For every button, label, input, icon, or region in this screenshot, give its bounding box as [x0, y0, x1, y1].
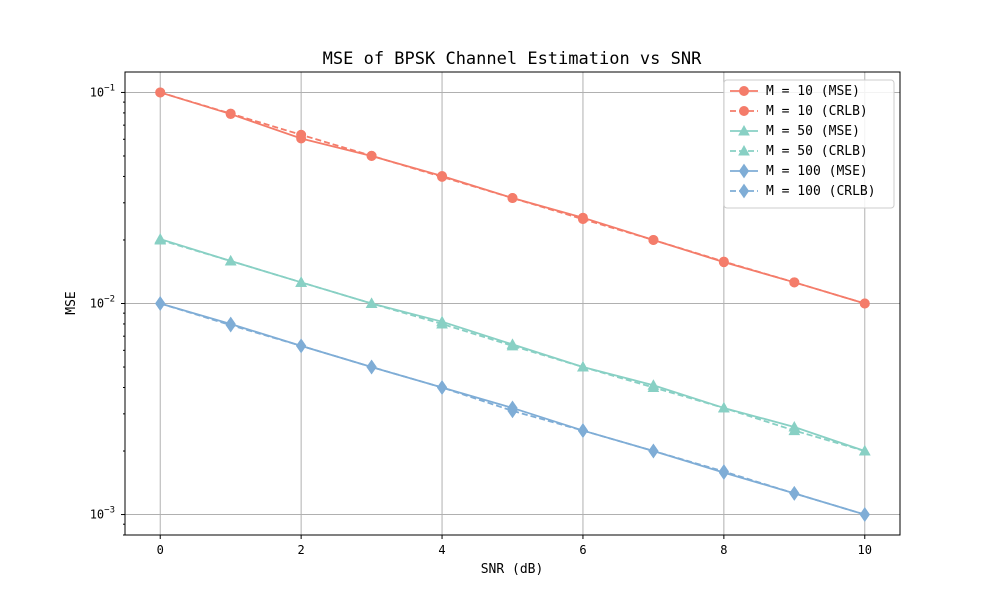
- data-point-triangle: [718, 401, 730, 413]
- legend-label: M = 100 (CRLB): [766, 184, 876, 199]
- data-point-diamond: [577, 423, 589, 438]
- tick-layer: 0 2 4 6 8 10 10−3 10−2 10−1: [90, 83, 872, 557]
- data-point-triangle: [858, 444, 871, 456]
- legend-label: M = 50 (CRLB): [766, 144, 868, 159]
- data-point-diamond: [296, 338, 307, 354]
- series-line: [159, 239, 866, 452]
- data-point-triangle: [788, 424, 801, 436]
- data-point-diamond: [366, 359, 377, 375]
- data-point-triangle: [365, 297, 378, 308]
- legend-box: [723, 79, 895, 209]
- data-point-triangle: [738, 124, 750, 136]
- series: [154, 233, 871, 456]
- data-point-diamond: [155, 296, 166, 311]
- legend-entry: M = 10 (CRLB): [730, 104, 868, 119]
- chart-title: MSE of BPSK Channel Estimation vs SNR: [323, 49, 702, 69]
- legend-entry: M = 100 (MSE): [730, 163, 868, 179]
- x-tick-label: 6: [579, 543, 586, 557]
- data-point-diamond: [738, 163, 750, 179]
- data-point-diamond: [789, 485, 800, 501]
- data-point-diamond: [436, 380, 448, 395]
- data-point-diamond: [507, 403, 518, 419]
- data-point-circle: [296, 129, 307, 140]
- data-point-circle: [225, 108, 236, 119]
- legend-entry: M = 50 (CRLB): [730, 144, 868, 159]
- data-point-triangle: [506, 339, 519, 351]
- data-point-triangle: [295, 276, 307, 287]
- series: [155, 87, 870, 309]
- data-point-diamond: [718, 464, 729, 479]
- legend-entry: M = 10 (MSE): [730, 84, 860, 99]
- legend: M = 10 (MSE) M = 10 (CRLB) M = 50 (MSE) M =…: [723, 79, 895, 209]
- legend-label: M = 10 (CRLB): [766, 104, 868, 119]
- data-point-circle: [437, 171, 448, 182]
- data-point-diamond: [648, 443, 659, 459]
- data-point-diamond: [738, 183, 750, 199]
- x-tick-label: 2: [298, 543, 305, 557]
- x-axis-label: SNR (dB): [481, 562, 544, 577]
- data-point-circle: [577, 214, 588, 225]
- data-point-circle: [507, 193, 518, 204]
- data-point-triangle: [154, 233, 167, 245]
- legend-label: M = 10 (MSE): [766, 84, 860, 99]
- y-axis-label: MSE: [64, 291, 79, 314]
- x-tick-label: 4: [438, 543, 445, 557]
- legend-entry: M = 50 (MSE): [730, 124, 860, 139]
- data-point-circle: [789, 277, 800, 288]
- y-tick-label: 10−3: [90, 506, 115, 522]
- series-line: [159, 91, 866, 305]
- data-point-circle: [739, 106, 749, 116]
- series-layer: [154, 87, 871, 522]
- series-line: [159, 302, 866, 516]
- x-tick-label: 8: [720, 543, 727, 557]
- series: [155, 296, 870, 522]
- data-point-triangle: [577, 361, 589, 372]
- legend-label: M = 50 (MSE): [766, 124, 860, 139]
- x-tick-label: 10: [858, 543, 872, 557]
- data-point-circle: [648, 234, 659, 245]
- data-point-circle: [366, 150, 377, 161]
- data-point-triangle: [224, 254, 237, 266]
- y-tick-label: 10−1: [90, 83, 115, 99]
- data-point-diamond: [859, 507, 870, 522]
- y-tick-label: 10−2: [90, 295, 115, 311]
- data-point-diamond: [225, 317, 236, 333]
- data-point-circle: [859, 298, 870, 309]
- data-point-circle: [718, 256, 729, 267]
- x-tick-label: 0: [157, 543, 164, 557]
- data-point-triangle: [738, 144, 750, 156]
- data-point-triangle: [647, 381, 660, 392]
- data-point-circle: [155, 87, 166, 98]
- data-point-circle: [739, 86, 749, 96]
- legend-entry: M = 100 (CRLB): [730, 183, 876, 199]
- legend-label: M = 100 (MSE): [766, 164, 868, 179]
- data-point-triangle: [436, 317, 448, 329]
